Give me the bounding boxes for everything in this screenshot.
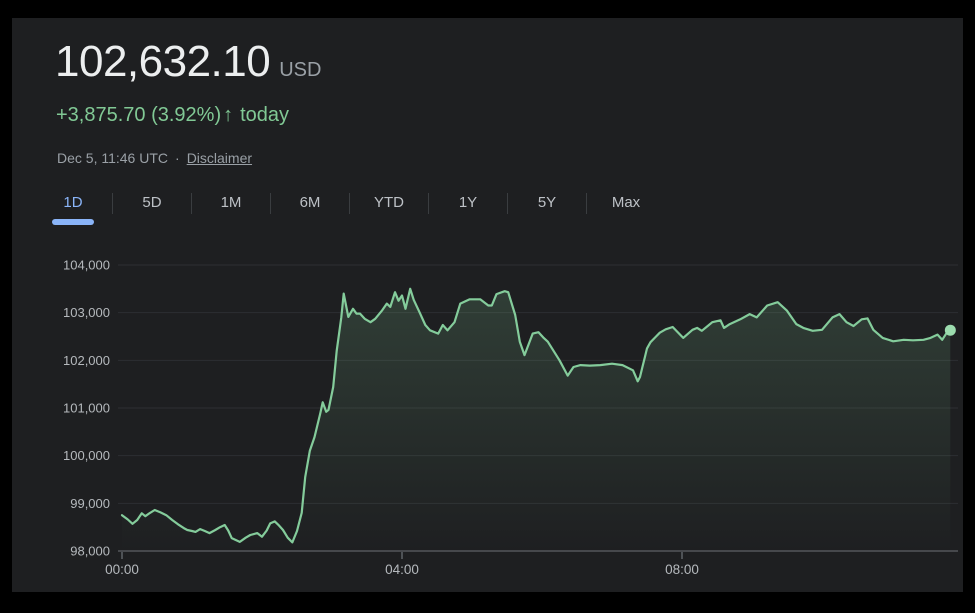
tab-5y[interactable]: 5Y: [519, 190, 575, 225]
y-axis-label: 98,000: [70, 544, 110, 559]
tab-5y-label: 5Y: [537, 194, 557, 211]
tab-ytd-label: YTD: [374, 194, 404, 211]
tab-divider: [349, 193, 350, 214]
x-axis-label: 04:00: [385, 562, 419, 577]
price-chart[interactable]: 98,000 99,000 100,000 101,000 102,000 103,000…: [12, 230, 963, 592]
finance-quote-card: 102,632.10 USD +3,875.70 (3.92%) ↑ today De…: [12, 18, 963, 592]
tab-max-label: Max: [611, 194, 641, 211]
quote-meta-row: Dec 5, 11:46 UTC · Disclaimer: [57, 150, 252, 166]
tab-1y[interactable]: 1Y: [440, 190, 496, 225]
y-axis-label: 99,000: [70, 496, 110, 511]
tab-max[interactable]: Max: [598, 190, 654, 225]
y-axis-label: 102,000: [63, 353, 110, 368]
tab-divider: [428, 193, 429, 214]
tab-divider: [270, 193, 271, 214]
tab-1d[interactable]: 1D: [45, 190, 101, 225]
change-period-label: today: [240, 104, 290, 126]
tab-1m-label: 1M: [220, 194, 242, 211]
x-axis-label: 00:00: [105, 562, 139, 577]
y-axis-label: 101,000: [63, 400, 110, 415]
tab-divider: [191, 193, 192, 214]
y-axis-label: 103,000: [63, 305, 110, 320]
price-row: 102,632.10 USD: [55, 38, 321, 86]
tab-6m-label: 6M: [299, 194, 321, 211]
currency-label: USD: [279, 59, 322, 81]
y-axis-label: 104,000: [63, 257, 110, 272]
tab-6m[interactable]: 6M: [282, 190, 338, 225]
price-line: [120, 287, 952, 544]
last-price-dot: [944, 324, 956, 336]
separator-dot: ·: [175, 150, 180, 166]
tab-5d[interactable]: 5D: [124, 190, 180, 225]
tab-5d-label: 5D: [142, 194, 162, 211]
tab-ytd[interactable]: YTD: [361, 190, 417, 225]
tab-divider: [586, 193, 587, 214]
y-axis-label: 100,000: [63, 448, 110, 463]
tab-1d-label: 1D: [63, 194, 83, 211]
change-value: +3,875.70 (3.92%): [56, 104, 222, 126]
price-change: +3,875.70 (3.92%) ↑ today: [56, 104, 289, 127]
tab-divider: [112, 193, 113, 214]
active-tab-underline: [52, 219, 94, 225]
disclaimer-link[interactable]: Disclaimer: [186, 150, 253, 166]
price-chart-svg: 98,000 99,000 100,000 101,000 102,000 103,000…: [63, 257, 958, 577]
quote-timestamp: Dec 5, 11:46 UTC: [57, 150, 169, 166]
current-price: 102,632.10: [55, 37, 271, 86]
price-area-fill: [122, 288, 951, 551]
tab-divider: [507, 193, 508, 214]
arrow-up-icon: ↑: [223, 104, 234, 126]
x-axis-label: 08:00: [665, 562, 699, 577]
range-tabs: 1D 5D 1M 6M YTD 1Y: [45, 190, 654, 225]
tab-1y-label: 1Y: [458, 194, 478, 211]
tab-1m[interactable]: 1M: [203, 190, 259, 225]
